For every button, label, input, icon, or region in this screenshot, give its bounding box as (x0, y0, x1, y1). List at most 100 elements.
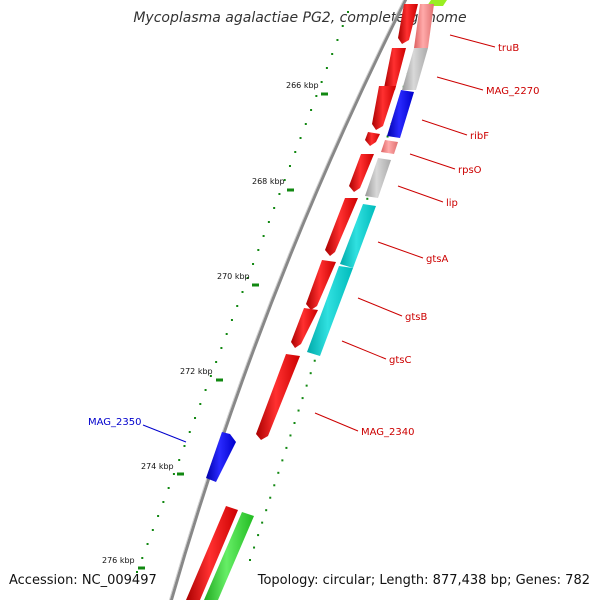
minor-tick (162, 501, 165, 503)
minor-tick (293, 422, 296, 424)
minor-tick (313, 359, 316, 362)
scale-labels: 266 kbp 268 kbp 270 kbp 272 kbp 274 kbp … (102, 81, 319, 565)
minor-tick (304, 123, 307, 125)
gene-feature-grey-1[interactable] (402, 48, 428, 90)
gene-feature-gtsB[interactable] (306, 260, 336, 310)
gene-label-truB[interactable]: truB (498, 43, 519, 54)
scale-label: 266 kbp (286, 81, 319, 90)
gene-feature-cyan-1[interactable] (340, 204, 376, 268)
gene-label-gtsA[interactable]: gtsA (426, 254, 448, 265)
minor-tick (225, 333, 228, 335)
genome-backbone (169, 0, 408, 600)
minor-tick (257, 534, 260, 537)
minor-tick (262, 235, 265, 237)
minor-tick (320, 81, 323, 83)
minor-tick (265, 509, 268, 512)
minor-tick (252, 263, 255, 265)
scale-label: 274 kbp (141, 462, 174, 471)
minor-tick (230, 319, 233, 321)
gene-label-rpsO[interactable]: rpsO (458, 165, 482, 176)
minor-tick (278, 193, 281, 195)
minor-tick (136, 571, 138, 573)
minor-tick (151, 529, 154, 531)
minor-tick (310, 109, 313, 111)
minor-tick (315, 95, 318, 97)
minor-tick (261, 521, 264, 524)
gene-feature-gtsA[interactable] (325, 198, 358, 256)
minor-tick (241, 291, 244, 293)
gene-feature-green-bottom[interactable] (204, 512, 254, 600)
gene-features (186, 0, 447, 600)
gene-feature-pink-1[interactable] (414, 4, 434, 48)
minor-tick (289, 434, 292, 437)
gene-feature-ribF[interactable] (372, 86, 396, 130)
minor-tick (366, 197, 369, 200)
gene-feature-blue-1[interactable] (387, 90, 414, 138)
gene-label-MAG_2270[interactable]: MAG_2270 (486, 86, 540, 97)
gene-labels: truB MAG_2270 ribF rpsO lip gtsA gtsB gt… (88, 43, 540, 438)
minor-tick (249, 559, 251, 561)
minor-tick (331, 53, 334, 55)
minor-tick (269, 496, 272, 499)
gene-label-MAG_2350[interactable]: MAG_2350 (88, 417, 142, 428)
minor-tick (347, 11, 349, 13)
minor-tick (267, 221, 270, 223)
gene-feature-truB[interactable] (398, 4, 418, 44)
minor-tick (146, 543, 149, 545)
minor-tick (253, 546, 256, 549)
scale-label: 270 kbp (217, 272, 250, 281)
minor-tick (273, 484, 276, 487)
minor-tick (172, 473, 175, 475)
minor-tick (141, 557, 144, 559)
minor-tick (325, 67, 328, 69)
gene-feature-red-bottom[interactable] (186, 506, 238, 600)
gene-feature-cyan-2[interactable] (307, 266, 353, 356)
minor-tick (336, 39, 339, 41)
gene-feature-rpsO[interactable] (365, 132, 380, 146)
minor-tick (194, 417, 197, 419)
gene-feature-MAG_2350[interactable] (206, 432, 236, 482)
minor-tick (188, 431, 191, 433)
gene-feature-pink-2[interactable] (381, 140, 398, 154)
minor-tick (273, 207, 276, 209)
major-tick (138, 566, 145, 570)
minor-tick (183, 445, 186, 447)
gene-feature-lip[interactable] (349, 154, 374, 192)
minor-tick (204, 389, 207, 391)
gene-feature-MAG_2270[interactable] (384, 48, 406, 94)
minor-tick (246, 277, 249, 279)
minor-tick (178, 459, 181, 461)
minor-tick (283, 179, 286, 181)
summary-text: Topology: circular; Length: 877,438 bp; … (257, 573, 590, 588)
scale-label: 268 kbp (252, 177, 285, 186)
gene-label-gtsC[interactable]: gtsC (389, 355, 411, 366)
scale-label: 272 kbp (180, 367, 213, 376)
major-tick (177, 472, 184, 476)
gene-label-lip[interactable]: lip (446, 198, 458, 209)
gene-label-gtsB[interactable]: gtsB (405, 312, 427, 323)
minor-tick (199, 403, 202, 405)
gene-feature-MAG_2340[interactable] (256, 354, 300, 440)
major-tick (216, 378, 223, 382)
major-tick (252, 283, 259, 287)
minor-tick (157, 515, 160, 517)
minor-tick (220, 347, 223, 349)
major-tick (321, 92, 328, 96)
minor-tick (305, 384, 308, 387)
minor-tick (281, 459, 284, 462)
gene-label-ribF[interactable]: ribF (470, 131, 489, 142)
gene-feature-gtsC[interactable] (291, 308, 318, 348)
minor-tick (285, 446, 288, 449)
minor-tick (386, 135, 389, 138)
minor-tick (297, 409, 300, 412)
map-title: Mycoplasma agalactiae PG2, complete geno… (133, 10, 467, 26)
minor-tick (288, 165, 291, 167)
minor-tick (341, 25, 344, 27)
minor-tick (299, 137, 302, 139)
gene-label-MAG_2340[interactable]: MAG_2340 (361, 427, 415, 438)
accession-text: Accession: NC_009497 (9, 573, 157, 588)
gene-feature-grey-2[interactable] (365, 158, 391, 198)
minor-tick (167, 487, 170, 489)
label-leaders (142, 34, 496, 443)
minor-tick (209, 375, 212, 377)
